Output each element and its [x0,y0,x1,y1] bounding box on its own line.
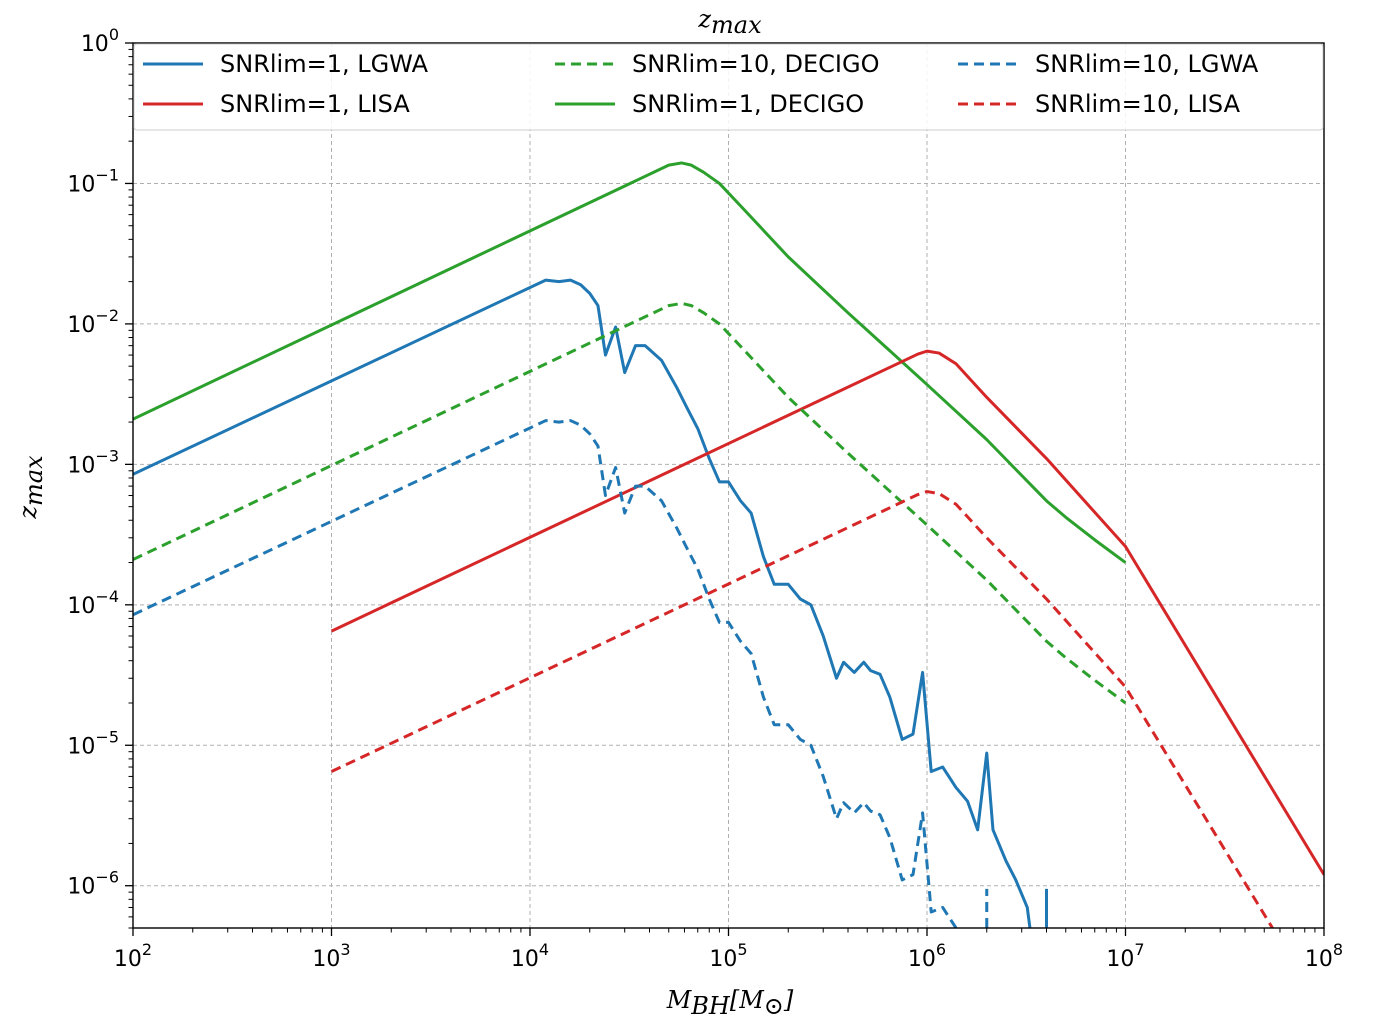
x-tick-label: 108 [1305,940,1343,972]
legend-label: SNRlim=10, DECIGO [632,50,879,78]
x-axis-label: MBH[M⊙] [666,986,794,1019]
ticks: 102 103 104 105 106 107 108 10−6 10−5 10−4 10−3 10−… [67,25,1343,972]
x-tick-label: 106 [908,940,946,972]
y-tick-label: 100 [81,25,119,57]
series-line-4 [133,301,1127,705]
y-axis-label: zmax [14,455,48,520]
series-line-5 [330,490,1274,928]
y-tick-label: 10−4 [67,587,119,619]
series-line-1 [133,161,1127,564]
legend-label: SNRlim=10, LISA [1035,90,1241,118]
y-tick-label: 10−2 [67,306,119,338]
series-line-2 [330,349,1324,876]
x-tick-label: 104 [511,940,549,972]
legend-label: SNRlim=10, LGWA [1035,50,1259,78]
y-tick-label: 10−5 [67,727,119,759]
series-line-3 [133,419,958,928]
x-tick-label: 103 [312,940,350,972]
legend-box [133,43,1324,131]
y-tick-label: 10−6 [67,868,119,900]
legend-label: SNRlim=1, LISA [220,90,410,118]
y-tick-label: 10−1 [67,165,119,197]
legend-label: SNRlim=1, DECIGO [632,90,864,118]
series-layer [133,161,1324,928]
legend: SNRlim=1, LGWA SNRlim=1, LISA SNRlim=10, D… [133,43,1324,131]
legend-label: SNRlim=1, LGWA [220,50,429,78]
x-tick-label: 107 [1106,940,1144,972]
x-tick-label: 105 [709,940,747,972]
y-tick-label: 10−3 [67,446,119,478]
x-tick-label: 102 [114,940,152,972]
chart-title: zmax [697,5,762,39]
